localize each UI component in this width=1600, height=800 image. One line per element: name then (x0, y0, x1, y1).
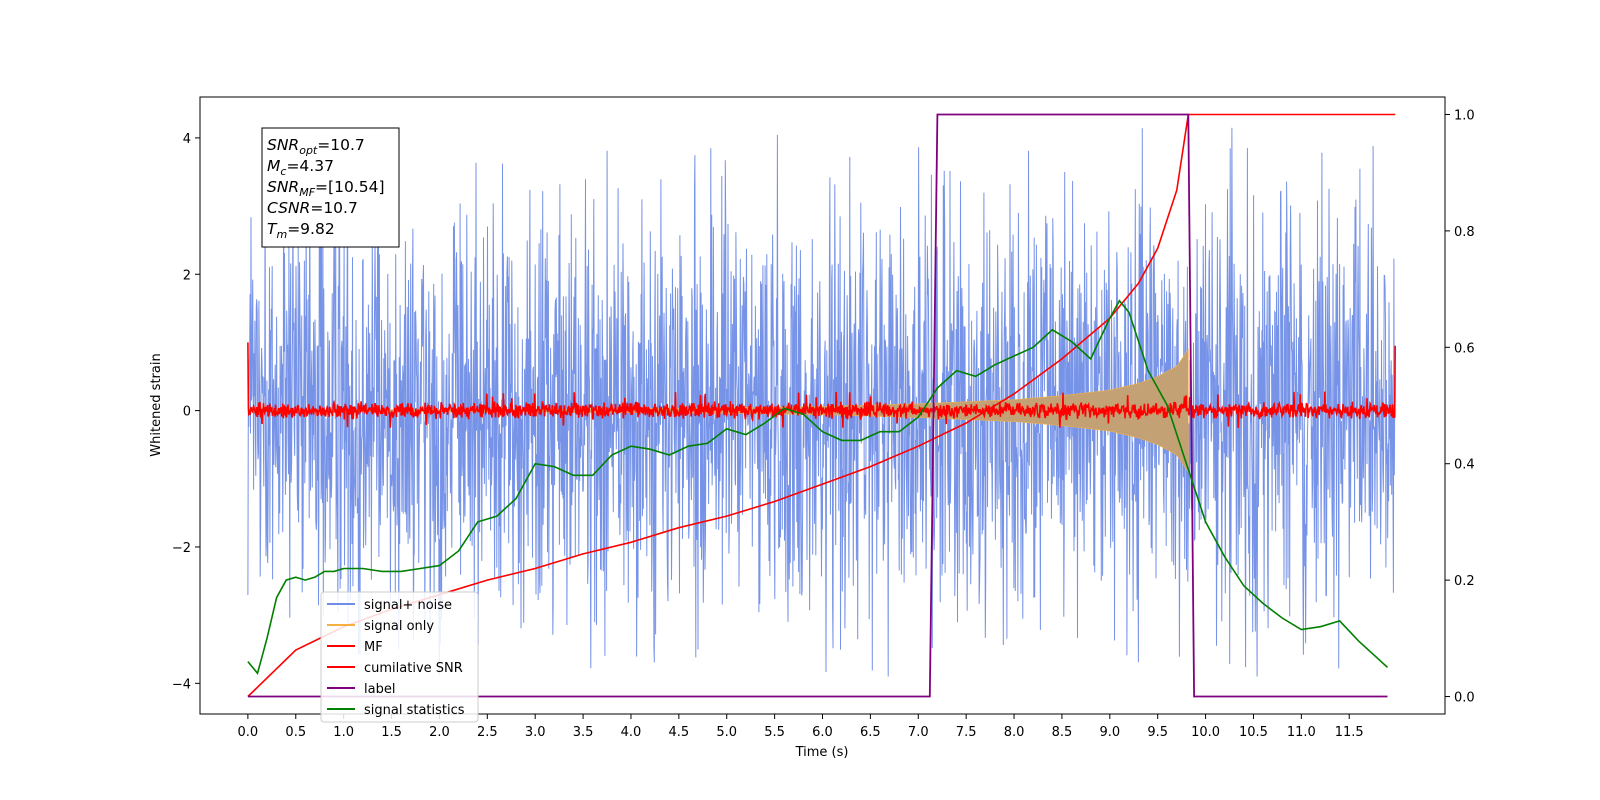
x-tick-label: 11.5 (1335, 725, 1364, 740)
legend-label-mf: MF (364, 640, 383, 655)
series-mf (247, 342, 1396, 428)
y2-tick-label: 1.0 (1454, 108, 1475, 123)
y-tick-label: 0 (183, 405, 191, 420)
info-line-snr-mf: SNRMF=[10.54] (267, 178, 385, 199)
legend-label-signal-statistics: signal statistics (364, 703, 465, 718)
y-tick-label: −2 (172, 541, 191, 556)
x-axis: 0.0 0.5 1.0 1.5 2.0 2.5 3.0 3.5 4.0 4.5 5.0 5.5 6.0 6… (238, 714, 1364, 740)
plot-area (247, 113, 1396, 698)
legend-frame (320, 591, 479, 723)
legend-label-signal-only: signal only (364, 619, 434, 634)
legend-label-cumulative-snr: cumilative SNR (364, 661, 463, 676)
y-tick-label: −4 (172, 677, 191, 692)
y-tick-label: 2 (183, 268, 191, 283)
info-line-mc: Mc=4.37 (267, 157, 334, 178)
x-tick-label: 10.0 (1191, 725, 1220, 740)
x-tick-label: 0.5 (285, 725, 306, 740)
legend-label-signal-noise: signal+ noise (364, 598, 452, 613)
series-label (247, 113, 1388, 698)
y-tick-label: 4 (183, 132, 191, 147)
x-tick-label: 2.0 (429, 725, 450, 740)
x-tick-label: 1.0 (333, 725, 354, 740)
x-tick-label: 3.0 (525, 725, 546, 740)
y2-tick-label: 0.4 (1454, 458, 1475, 473)
x-tick-label: 7.5 (956, 725, 977, 740)
x-tick-label: 8.5 (1052, 725, 1073, 740)
x-tick-label: 3.5 (573, 725, 594, 740)
legend: signal+ noise signal only MF cumilative … (320, 591, 479, 723)
x-tick-label: 4.5 (669, 725, 690, 740)
x-tick-label: 5.0 (716, 725, 737, 740)
y2-tick-label: 0.6 (1454, 341, 1475, 356)
x-tick-label: 6.0 (812, 725, 833, 740)
info-box: SNRopt=10.7 Mc=4.37 SNRMF=[10.54] CSNR=1… (261, 127, 400, 248)
x-tick-label: 8.0 (1004, 725, 1025, 740)
x-tick-label: 9.0 (1099, 725, 1120, 740)
info-line-snr-opt: SNRopt=10.7 (267, 136, 365, 157)
x-tick-label: 0.0 (238, 725, 259, 740)
y-axis-right: 0.0 0.2 0.4 0.6 0.8 1.0 (1445, 108, 1475, 706)
y-axis-label: Whitened strain (149, 353, 164, 456)
info-line-tm: Tm=9.82 (267, 220, 335, 241)
info-line-csnr: CSNR=10.7 (267, 199, 358, 217)
x-tick-label: 5.5 (764, 725, 785, 740)
y2-tick-label: 0.0 (1454, 691, 1475, 706)
series-signal-statistics (247, 299, 1389, 676)
x-tick-label: 11.0 (1287, 725, 1316, 740)
x-tick-label: 1.5 (381, 725, 402, 740)
x-tick-label: 9.5 (1147, 725, 1168, 740)
info-box-frame (261, 127, 400, 248)
y2-tick-label: 0.2 (1454, 574, 1475, 589)
x-tick-label: 10.5 (1239, 725, 1268, 740)
legend-label-label: label (364, 682, 395, 697)
x-tick-label: 2.5 (477, 725, 498, 740)
y-axis-left: −4 −2 0 2 4 (172, 132, 200, 692)
y2-tick-label: 0.8 (1454, 225, 1475, 240)
x-axis-label: Time (s) (795, 745, 849, 760)
x-tick-label: 6.5 (860, 725, 881, 740)
x-tick-label: 4.0 (621, 725, 642, 740)
x-tick-label: 7.0 (908, 725, 929, 740)
